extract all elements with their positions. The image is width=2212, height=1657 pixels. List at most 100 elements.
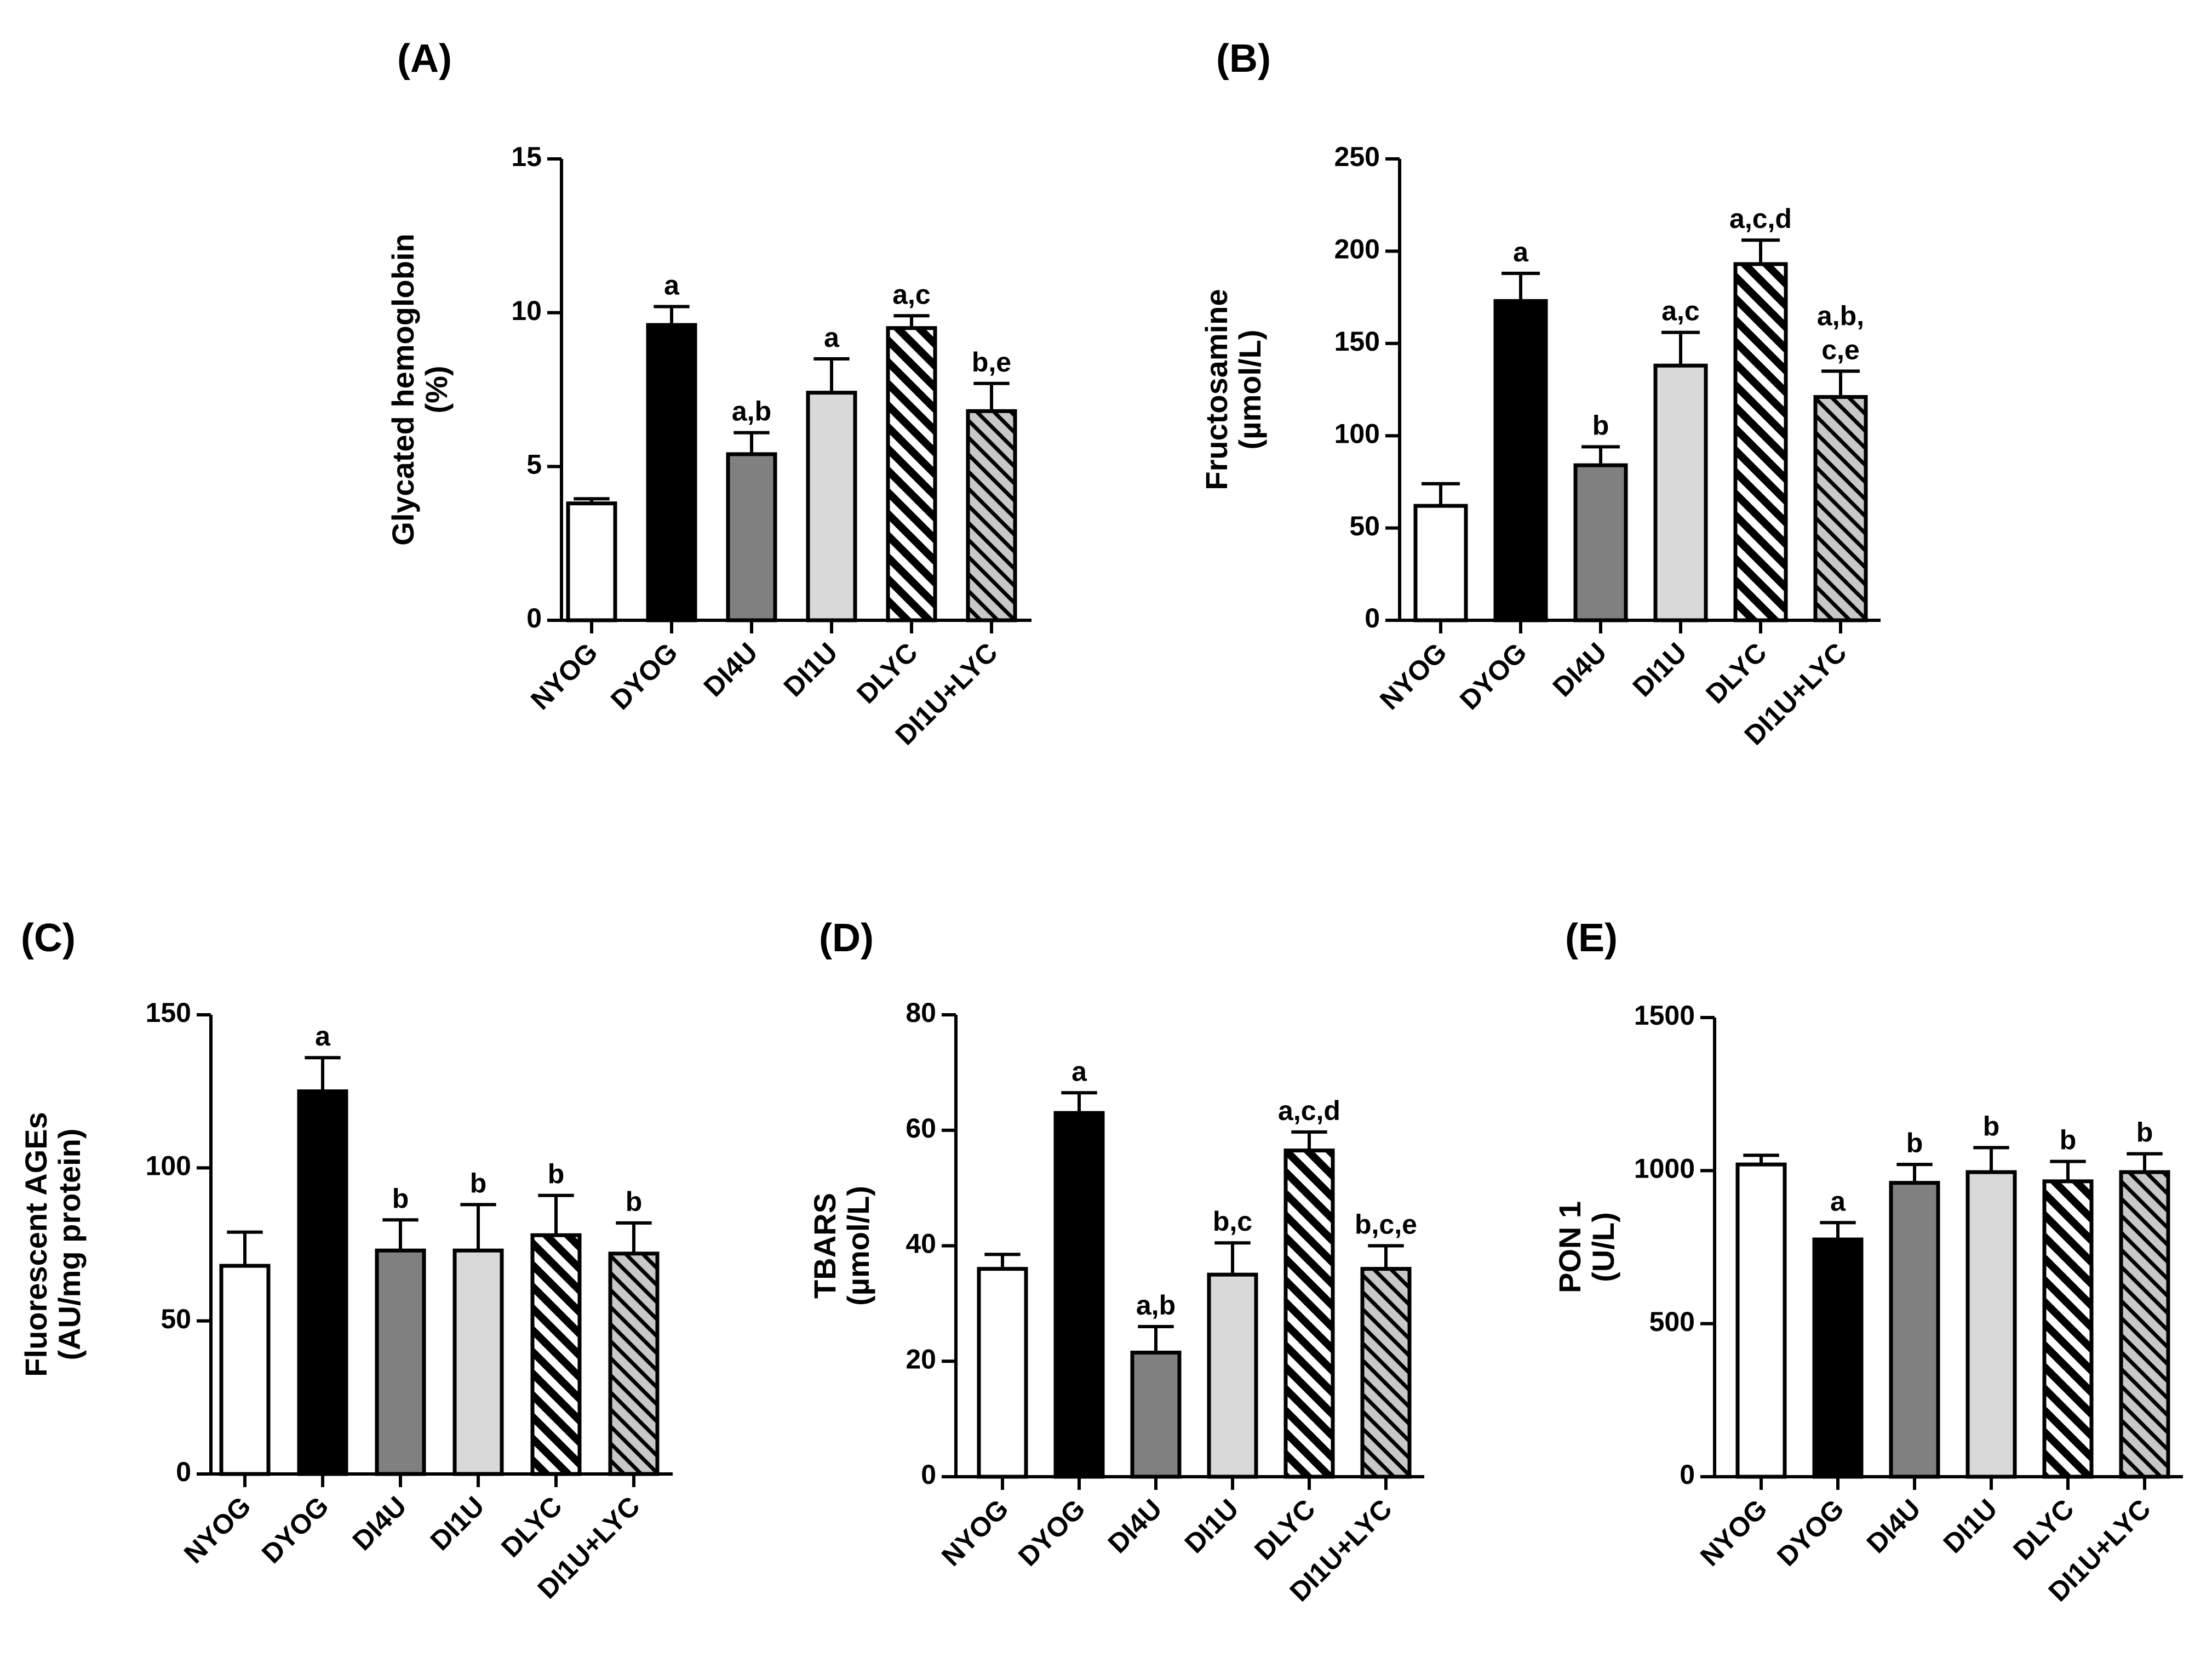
panel-label: (D) (819, 916, 874, 960)
significance-label: a,b (732, 396, 771, 427)
significance-label-line: b (1592, 410, 1609, 441)
bar-di1u (1207, 1272, 1258, 1479)
bar-di4u (1130, 1350, 1182, 1479)
significance-label: b (2136, 1117, 2153, 1148)
bar-dlyc (2042, 1179, 2094, 1479)
y-axis-title-line: Glycated hemoglobin (386, 233, 420, 545)
y-tick-label: 250 (1334, 141, 1380, 172)
panel-label: (C) (21, 916, 76, 960)
y-tick-label: 60 (906, 1113, 936, 1144)
significance-label: a,b, c,e (1817, 300, 1864, 365)
bar-di4u (726, 452, 777, 622)
category-label: DI1U (1179, 1493, 1245, 1559)
panel-c: (C) 0 50 100 150 Fluorescent AGEs(AU/mg prote… (19, 916, 673, 1604)
bar-dyog (1812, 1237, 1864, 1479)
category-label: DLYC (1700, 637, 1773, 710)
significance-label: b (1983, 1111, 2000, 1141)
category-label: DI4U (347, 1490, 412, 1556)
significance-label: a (1830, 1186, 1846, 1216)
y-tick-label: 15 (511, 141, 542, 172)
panel-label: (A) (397, 37, 452, 81)
y-tick-label: 500 (1649, 1306, 1695, 1337)
bar-dyog (646, 323, 697, 622)
y-tick-label: 100 (146, 1151, 191, 1181)
category-label: DI1U (425, 1490, 490, 1556)
significance-label: b (2060, 1125, 2077, 1156)
significance-label: a,c,d (1278, 1095, 1340, 1126)
bar-nyog (566, 501, 617, 622)
significance-label-line: a,b (732, 396, 771, 427)
significance-label-line: b,c,e (1355, 1209, 1417, 1240)
y-tick-label: 100 (1334, 418, 1380, 449)
y-tick-label: 150 (1334, 326, 1380, 357)
category-label: DLYC (2007, 1493, 2080, 1566)
category-label: DI4U (698, 637, 764, 702)
bar-di1u (806, 391, 857, 622)
significance-label: a,c,d (1729, 203, 1792, 234)
significance-label-line: a (1830, 1186, 1846, 1216)
y-axis-title: Glycated hemoglobin(%) (386, 233, 454, 545)
significance-label-line: a,c (892, 279, 931, 310)
bar-di4u (1573, 463, 1628, 622)
significance-label-line: b,c (1213, 1206, 1252, 1237)
panel-a: (A) 0 5 10 15 Glycated hemoglobin(%) NYOG a DYOG… (386, 37, 1031, 751)
significance-label-line: a (1513, 237, 1529, 267)
significance-label: b (470, 1168, 487, 1198)
significance-label-line: b,e (972, 347, 1011, 378)
y-axis-title: PON 1(U/L) (1552, 1201, 1620, 1293)
bar-di1u-lyc (608, 1252, 660, 1476)
significance-label: b (1906, 1128, 1923, 1158)
significance-label-line: a,b (1136, 1290, 1176, 1321)
y-tick-label: 1000 (1634, 1153, 1695, 1184)
significance-label: b,c,e (1355, 1209, 1417, 1240)
significance-label-line: a,c (1661, 296, 1700, 327)
category-label: DYOG (1771, 1493, 1850, 1572)
bar-dlyc (530, 1233, 582, 1476)
bar-dlyc (1283, 1149, 1335, 1479)
category-label: DI1U (1627, 637, 1693, 702)
category-label: DYOG (1012, 1493, 1091, 1572)
bar-di4u (375, 1248, 426, 1476)
significance-label: a (1071, 1056, 1087, 1087)
panel-e: (E) 0 500 1000 1500 PON 1(U/L) NYOG a DYOG b DI4U b… (1552, 916, 2183, 1607)
bar-di1u (1965, 1170, 2017, 1479)
y-tick-label: 0 (1365, 603, 1380, 633)
significance-label-line: c,e (1821, 334, 1860, 365)
bar-di1u (1653, 363, 1708, 622)
category-label: DI1U (778, 637, 844, 702)
bar-dyog (1053, 1111, 1105, 1479)
category-label: DYOG (256, 1490, 335, 1569)
y-tick-label: 0 (1680, 1459, 1695, 1490)
significance-label-line: a (315, 1021, 331, 1052)
significance-label-line: a (664, 270, 680, 300)
significance-label: b (626, 1186, 643, 1217)
significance-label-line: b (2136, 1117, 2153, 1148)
y-axis-title-line: (%) (419, 365, 454, 413)
significance-label: a (664, 270, 680, 300)
significance-label-line: b (2060, 1125, 2077, 1156)
category-label: NYOG (525, 637, 604, 716)
significance-label-line: a,b, (1817, 300, 1864, 331)
significance-label-line: b (470, 1168, 487, 1198)
bar-dyog (1493, 299, 1548, 622)
y-tick-label: 5 (526, 449, 542, 480)
significance-label: a (1513, 237, 1529, 267)
significance-label-line: a,c,d (1278, 1095, 1340, 1126)
y-tick-label: 50 (161, 1304, 191, 1334)
significance-label-line: a,c,d (1729, 203, 1792, 234)
y-axis-title-line: (U/L) (1586, 1212, 1620, 1282)
significance-label-line: a (824, 322, 840, 353)
y-tick-label: 40 (906, 1229, 936, 1259)
significance-label: a (315, 1021, 331, 1052)
significance-label-line: b (1983, 1111, 2000, 1141)
y-tick-label: 200 (1334, 234, 1380, 265)
category-label: DLYC (1248, 1493, 1321, 1566)
y-axis-title-line: TBARS (807, 1193, 842, 1299)
significance-label-line: a (1071, 1056, 1087, 1087)
category-label: NYOG (178, 1490, 257, 1569)
significance-label-line: b (392, 1183, 409, 1214)
bar-dlyc (886, 326, 937, 622)
significance-label-line: b (1906, 1128, 1923, 1158)
panel-d: (D) 0 20 40 60 80 TBARS(µmol/L) NYOG a DYOG a,b DI4… (807, 916, 1424, 1607)
